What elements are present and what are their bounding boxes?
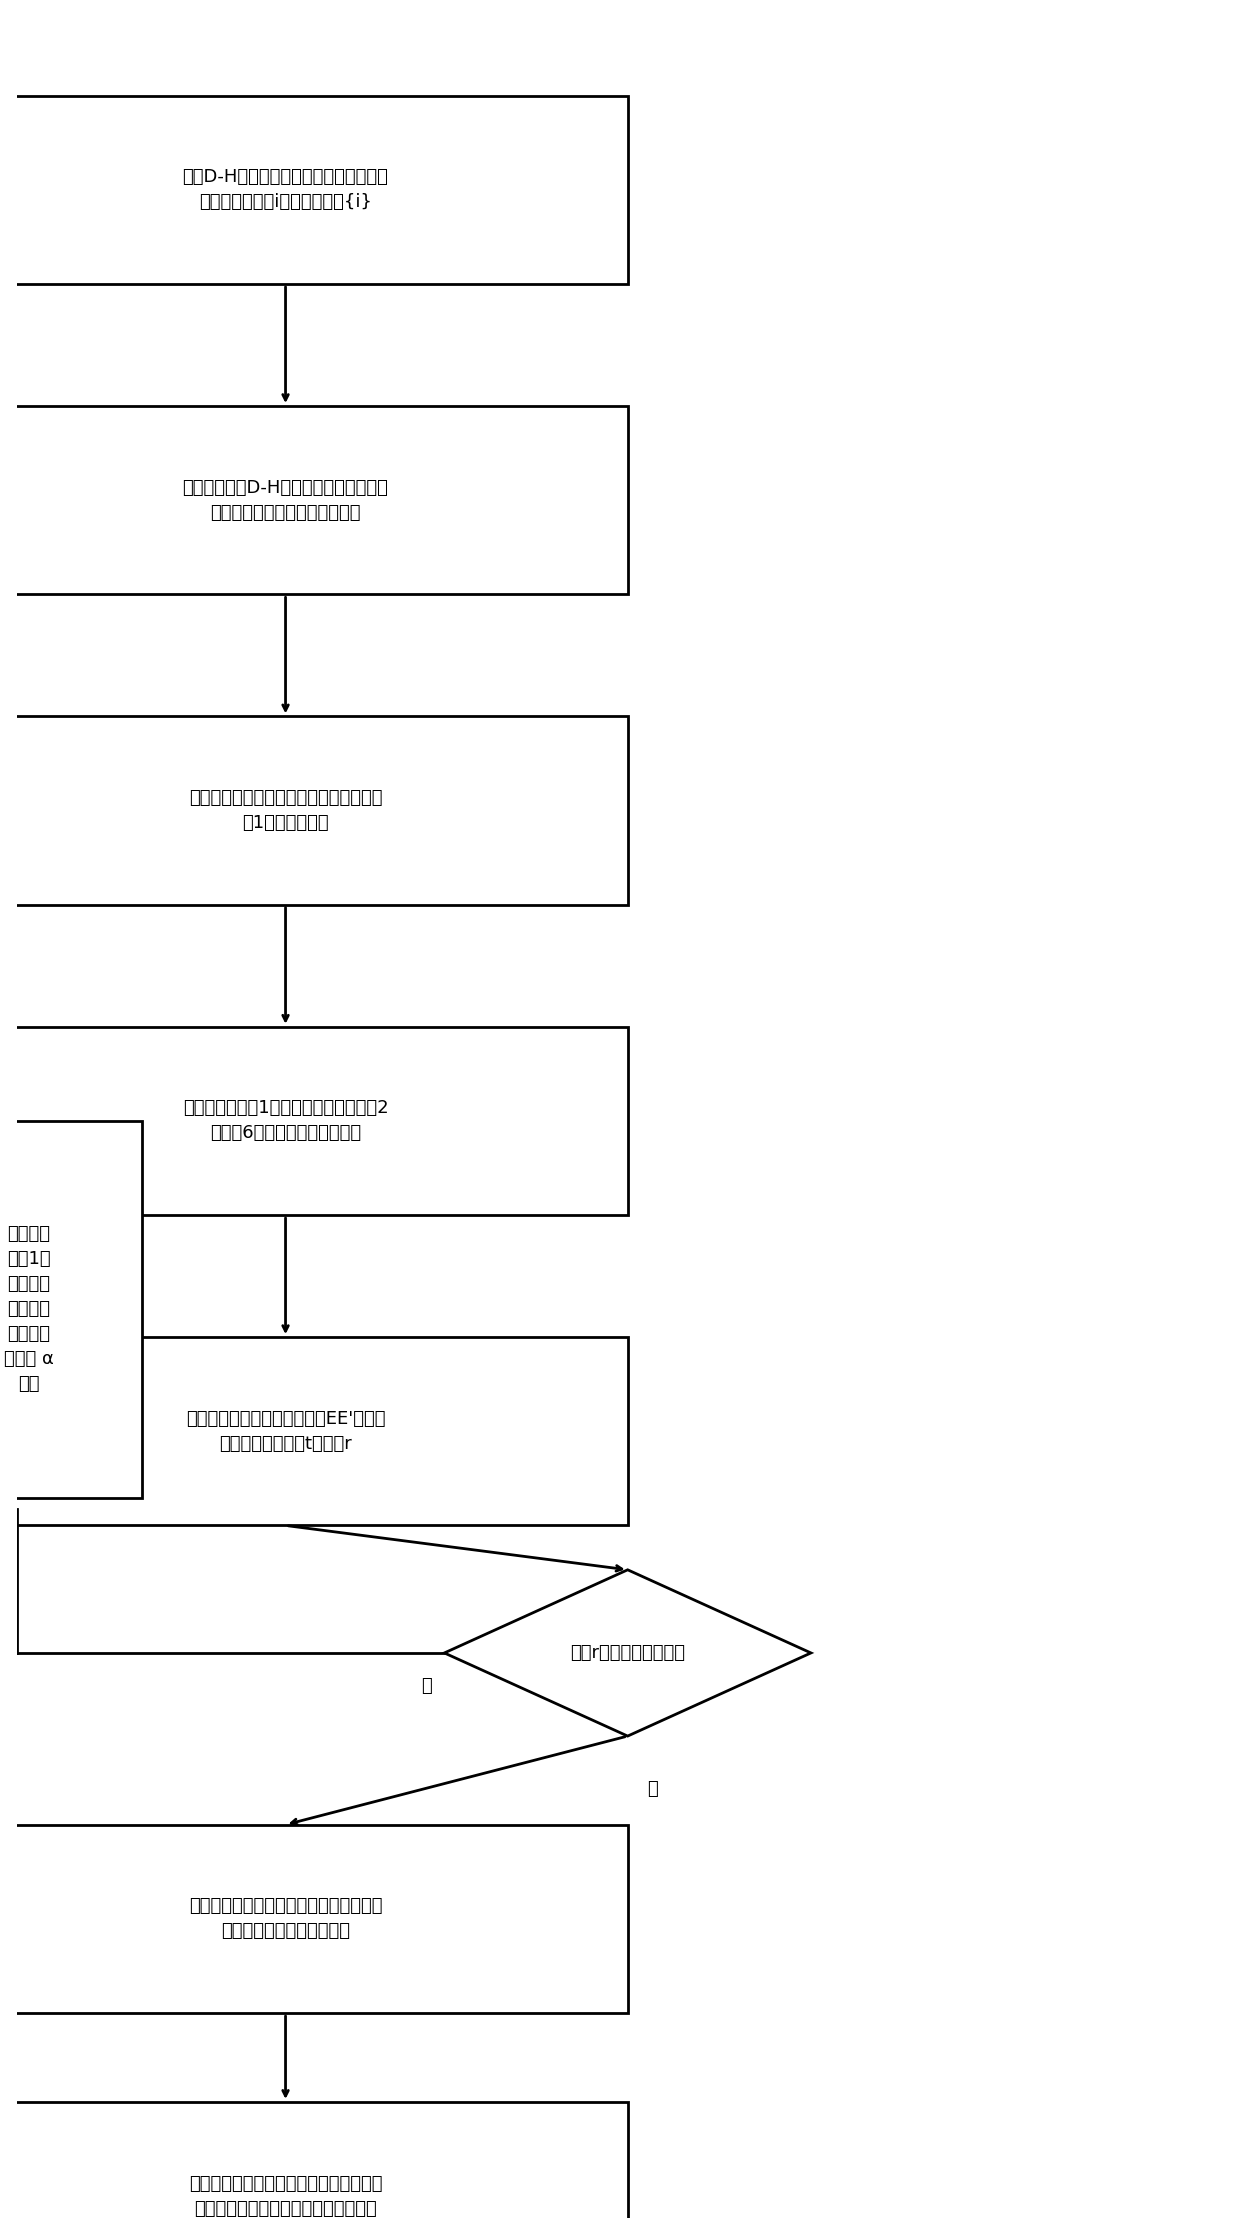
FancyBboxPatch shape — [0, 2102, 627, 2224]
FancyBboxPatch shape — [0, 1824, 627, 2013]
Text: 否: 否 — [422, 1677, 433, 1695]
Text: 采用启发式迭代方法获取精确的机械臂关
节1的角度初始值: 采用启发式迭代方法获取精确的机械臂关 节1的角度初始值 — [188, 790, 382, 832]
FancyBboxPatch shape — [0, 1027, 627, 1214]
FancyBboxPatch shape — [0, 1121, 141, 1497]
Text: 筛选出符合关节限位和关节位移最小原则
的一组逆运动学解的角度值: 筛选出符合关节限位和关节位移最小原则 的一组逆运动学解的角度值 — [188, 1897, 382, 1942]
Text: 将机械臂各关节角度值输入到已知机器人
的控制模块，完成对机械臂的运动控制: 将机械臂各关节角度值输入到已知机器人 的控制模块，完成对机械臂的运动控制 — [188, 2175, 382, 2217]
Text: 根据D-H参数法建立六自由度手腕偏置型
串联机械臂关节i的连杆坐标系{i}: 根据D-H参数法建立六自由度手腕偏置型 串联机械臂关节i的连杆坐标系{i} — [182, 169, 388, 211]
Text: 将得到的
关节1的
角度初始
值增加或
减去一个
微小的 α
角度: 将得到的 关节1的 角度初始 值增加或 减去一个 微小的 α 角度 — [4, 1225, 53, 1392]
FancyBboxPatch shape — [0, 407, 627, 594]
FancyBboxPatch shape — [0, 716, 627, 905]
Text: 根据机械臂的D-H参数采用齐次坐标变换
矩阵建立机械臂的正运动学方程: 根据机械臂的D-H参数采用齐次坐标变换 矩阵建立机械臂的正运动学方程 — [182, 478, 388, 523]
Text: 根据机械臂关节1的角度初始值计算关节2
到关节6的逆运动学解的角度值: 根据机械臂关节1的角度初始值计算关节2 到关节6的逆运动学解的角度值 — [182, 1099, 388, 1143]
Polygon shape — [444, 1570, 811, 1737]
Text: 误差r是否小于误差阈值: 误差r是否小于误差阈值 — [570, 1644, 686, 1661]
Text: 是: 是 — [647, 1781, 657, 1799]
FancyBboxPatch shape — [0, 96, 627, 285]
Text: 计算机械臂末端执行器的位姿EE'与末端
执行器的给定位姿t的误差r: 计算机械臂末端执行器的位姿EE'与末端 执行器的给定位姿t的误差r — [186, 1410, 386, 1452]
FancyBboxPatch shape — [0, 1337, 627, 1526]
